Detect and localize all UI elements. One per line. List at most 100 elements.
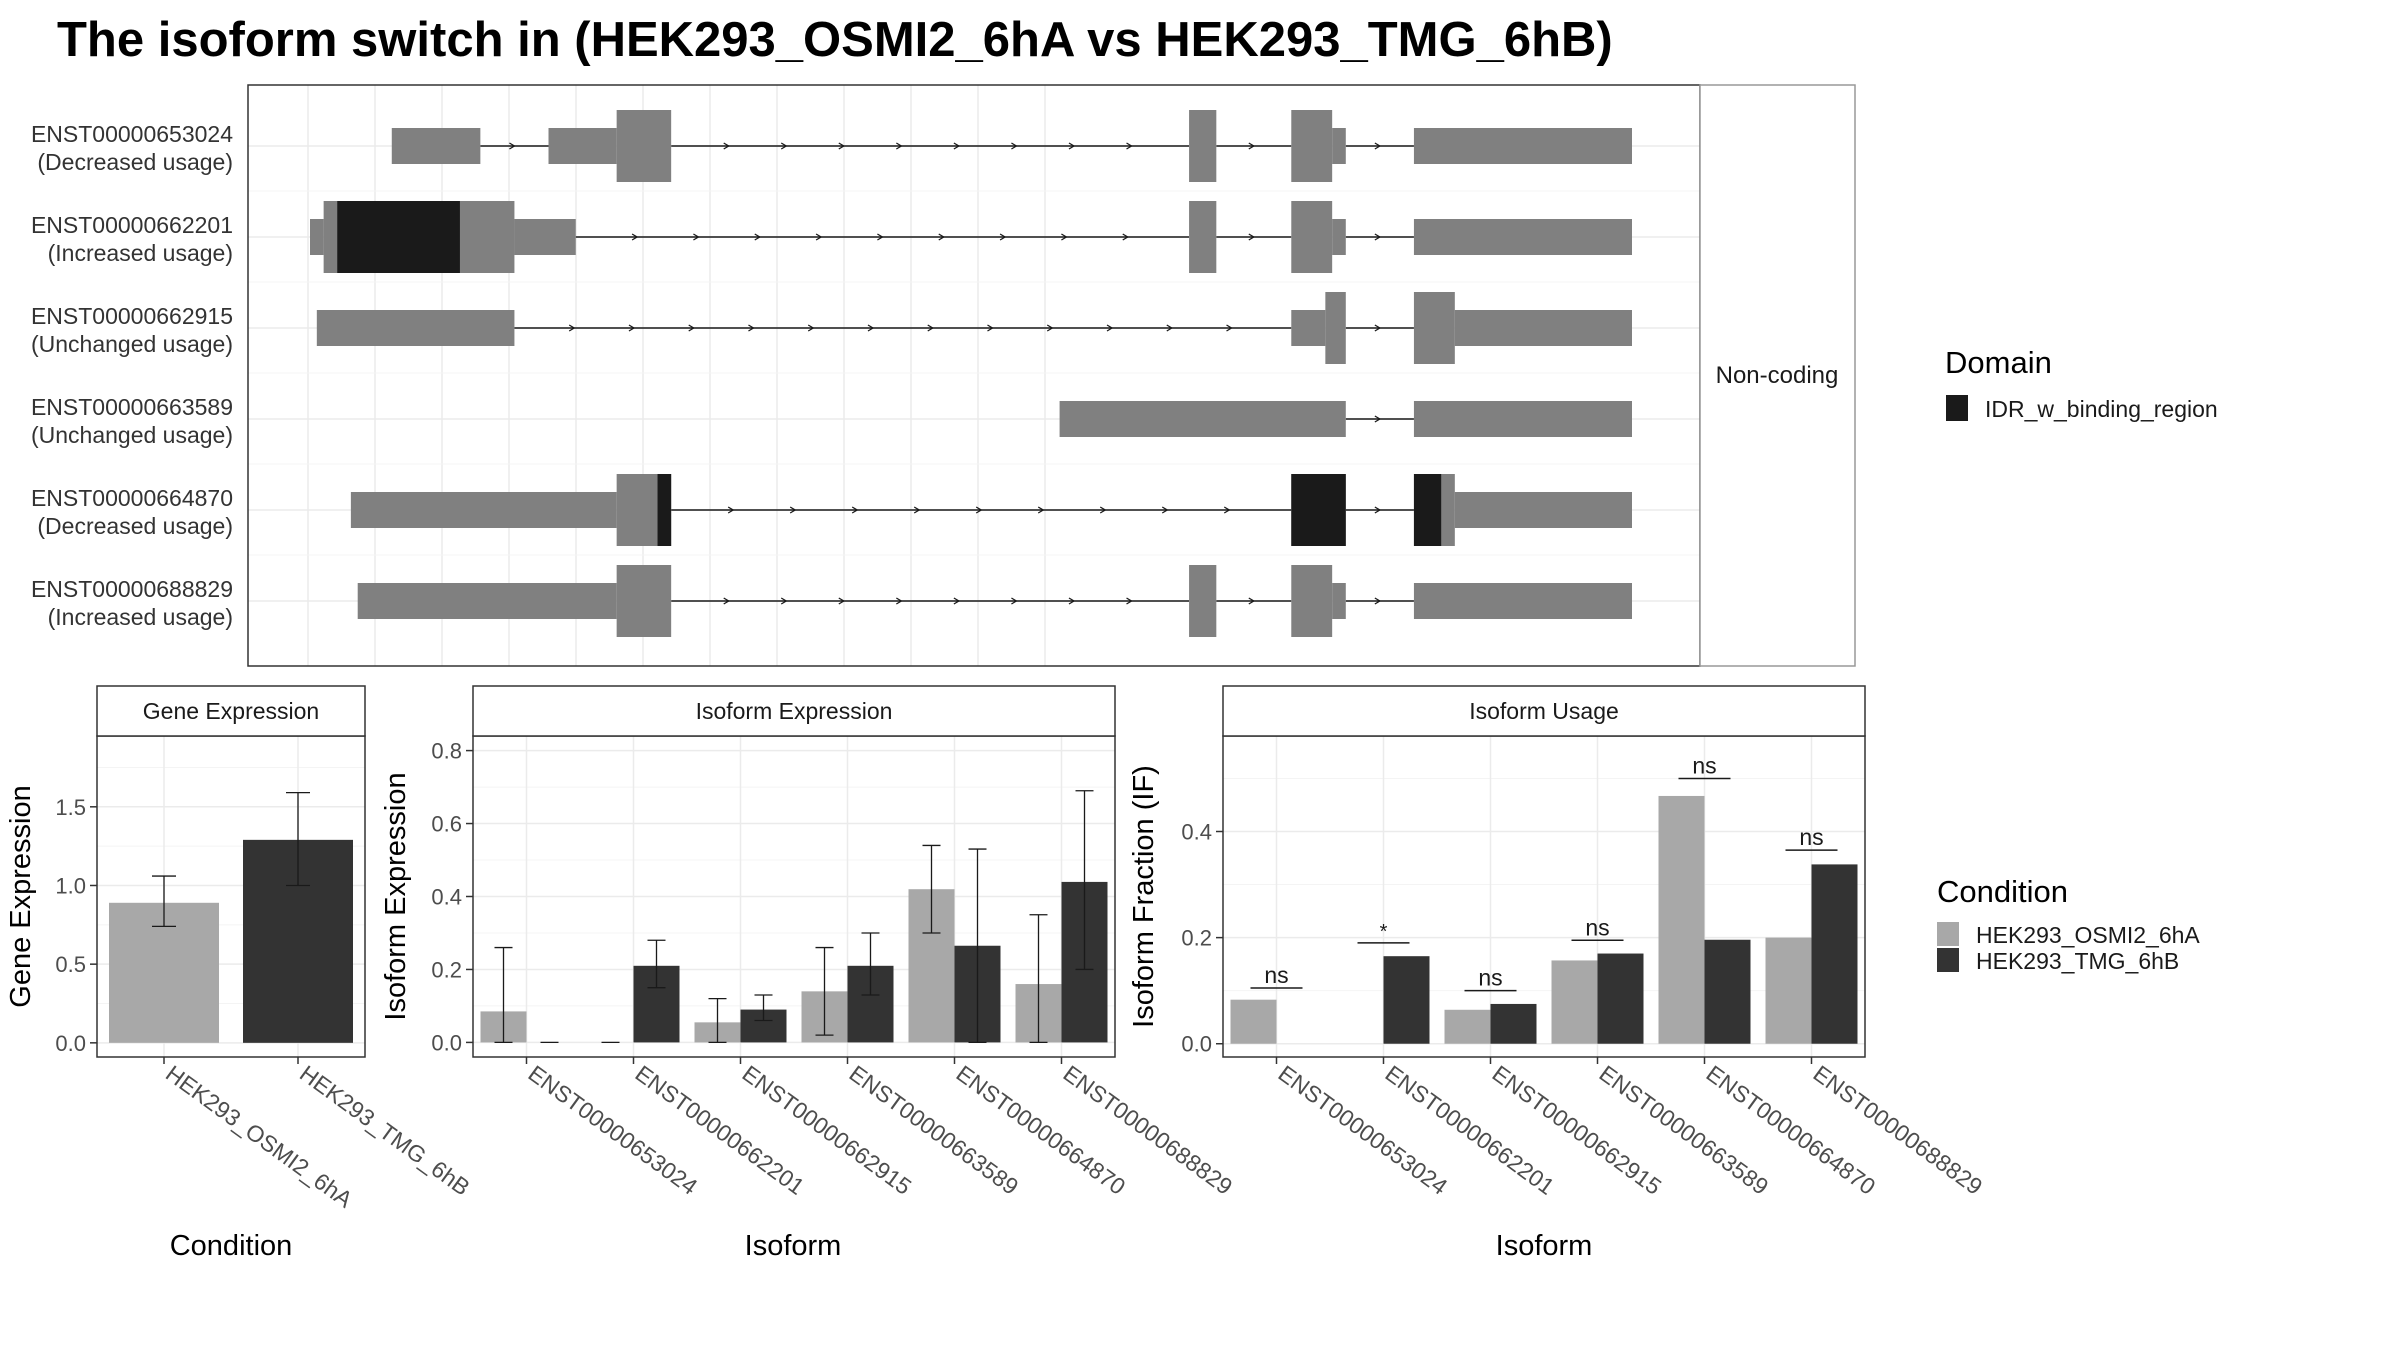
intron-arrow [693,233,700,241]
intron-arrow [1068,142,1076,150]
intron-arrow [987,324,994,332]
condition-legend-swatch [1937,922,1959,946]
condition-legend-swatch [1937,948,1959,972]
utr-exon [1413,128,1632,164]
utr-exon [1059,401,1346,437]
y-tick-label: 0.2 [1181,926,1212,951]
intron-arrow [688,324,695,332]
bar [1230,999,1277,1044]
bar [1704,939,1751,1044]
intron-arrow [851,506,859,514]
cds-exon [616,565,672,637]
y-tick-label: 0.0 [431,1030,462,1055]
intron-arrow [1374,597,1382,605]
intron-arrow [1248,233,1256,241]
intron-arrow [723,142,730,150]
utr-exon [1454,310,1632,346]
intron-arrow [1374,324,1382,332]
intron-arrow [867,324,875,332]
isoform-track: ENST00000664870(Decreased usage) [31,474,1632,546]
intron-arrow [789,506,797,514]
intron-arrow [815,233,823,241]
significance-label: ns [1478,965,1502,991]
intron-arrow [999,233,1007,241]
cds-exon [1189,201,1217,273]
isoform-id-label: ENST00000662915 [31,303,233,329]
utr-exon [316,310,515,346]
intron-arrow [807,324,815,332]
utr-exon [357,583,617,619]
isoform-expression-panel: 0.0 0.2 0.4 0.6 0.8 Isoform Expression ENST000… [380,685,1238,1262]
y-tick-label: 0.2 [431,957,462,982]
legends: Domain IDR_w_binding_region Condition HEK29… [1937,345,2218,974]
isoform-usage-label: (Unchanged usage) [31,422,233,448]
cds-exon [1189,110,1217,182]
condition-legend-title: Condition [1937,874,2068,909]
condition-legend-label: HEK293_OSMI2_6hA [1976,922,2200,948]
intron-arrow [1046,324,1054,332]
y-tick-label: 0.8 [431,739,462,764]
strip-background [1222,685,1866,737]
utr-exon [391,128,481,164]
intron-arrow [1061,233,1068,241]
domain-legend-label: IDR_w_binding_region [1985,396,2218,422]
significance-label: ns [1799,824,1823,850]
intron-arrow [1374,506,1382,514]
intron-arrow [938,233,946,241]
plot-background [1223,736,1865,1057]
isoform-id-label: ENST00000663589 [31,394,233,420]
panel-title: Gene Expression [143,698,319,724]
intron-arrow [1223,506,1231,514]
intron-arrow [1161,506,1169,514]
isoform-usage-label: (Unchanged usage) [31,331,233,357]
isoform-id-label: ENST00000664870 [31,485,233,511]
domain-region [1291,474,1346,546]
domain-region [657,474,672,546]
intron-arrow [838,142,846,150]
y-tick-label: 0.0 [1181,1032,1212,1057]
intron-arrow [896,142,903,150]
cds-exon [1413,292,1455,364]
cds-exon [1291,565,1333,637]
strip-label: Non-coding [1716,362,1839,389]
intron-arrow [927,324,934,332]
intron-arrow [896,597,903,605]
utr-exon [548,128,617,164]
intron-arrow [723,597,730,605]
intron-arrow [1126,597,1133,605]
x-axis-title: Isoform [745,1230,842,1262]
x-axis-title: Condition [170,1230,293,1262]
intron-arrow [1037,506,1045,514]
panel-title: Isoform Expression [696,698,893,724]
utr-exon [1413,401,1632,437]
utr-exon [514,219,576,255]
bar [1597,953,1644,1044]
intron-arrow [628,324,636,332]
domain-legend-title: Domain [1945,345,2052,380]
intron-arrow [1374,415,1382,423]
intron-arrow [1166,324,1174,332]
intron-arrow [1011,142,1018,150]
intron-arrow [1011,597,1018,605]
y-axis-title: Isoform Expression [380,772,412,1020]
isoform-id-label: ENST00000653024 [31,121,233,147]
y-axis-title: Gene Expression [5,785,37,1007]
strip-background [472,685,1116,737]
isoform-track: ENST00000662915(Unchanged usage) [31,292,1632,364]
isoform-id-label: ENST00000662201 [31,212,233,238]
bar [1811,864,1858,1044]
intron-arrow [1374,233,1382,241]
strip-background [1699,84,1856,667]
intron-arrow [953,142,961,150]
intron-arrow [1126,142,1133,150]
intron-arrow [727,506,735,514]
intron-arrow [1122,233,1129,241]
bar [1765,937,1812,1044]
x-tick-label: ENST00000688829 [1059,1060,1238,1200]
cds-exon [1189,565,1217,637]
y-tick-label: 1.0 [55,873,86,898]
intron-arrow [1068,597,1076,605]
isoform-usage-panel: 0.0 0.2 0.4 ns * ns ns ns ns Isoform Usage ENST000… [1128,685,1987,1262]
y-tick-label: 0.5 [55,952,86,977]
